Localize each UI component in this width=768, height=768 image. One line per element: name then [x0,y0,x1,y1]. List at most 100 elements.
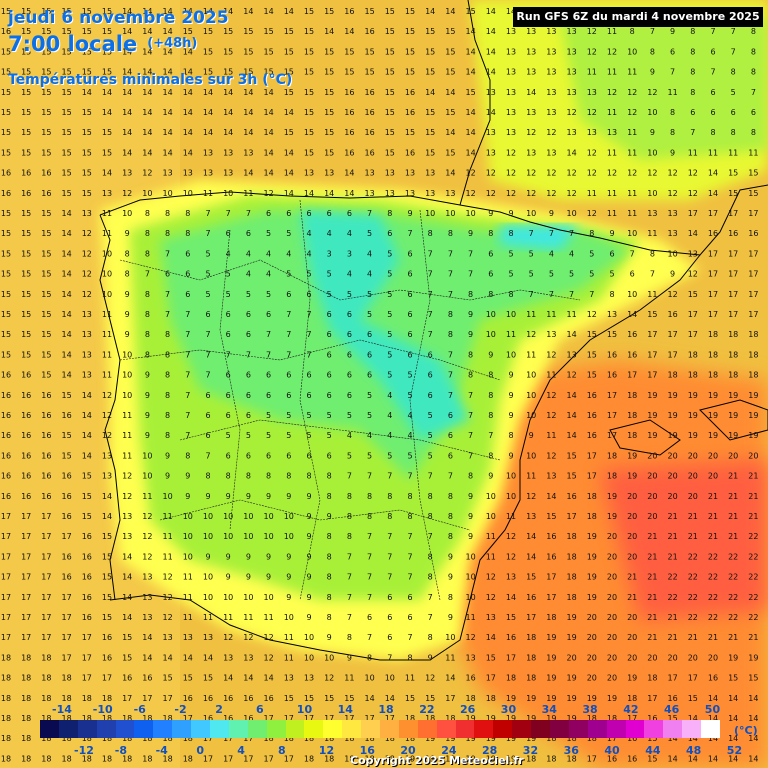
grid-value: 12 [466,169,476,178]
grid-value: 16 [102,633,112,642]
grid-value: 17 [486,674,496,683]
grid-value: 13 [526,27,536,36]
grid-value: 14 [62,209,72,218]
grid-value: 16 [344,148,354,157]
grid-value: 18 [344,734,354,743]
grid-value: 15 [21,128,31,137]
grid-value: 15 [41,209,51,218]
grid-value: 15 [405,68,415,77]
grid-value: 9 [508,451,513,460]
grid-value: 8 [165,350,170,359]
grid-value: 5 [508,249,513,258]
grid-value: 15 [1,249,11,258]
grid-value: 12 [506,148,516,157]
legend-swatch [380,720,400,738]
grid-value: 11 [163,512,173,521]
grid-value: 8 [468,350,473,359]
grid-value: 19 [748,411,758,420]
grid-value: 13 [122,169,132,178]
grid-value: 17 [728,209,738,218]
grid-value: 15 [587,330,597,339]
grid-value: 15 [41,350,51,359]
grid-value: 17 [445,694,455,703]
legend-top-label: 22 [419,703,435,716]
grid-value: 9 [286,573,291,582]
grid-value: 12 [102,411,112,420]
grid-value: 7 [367,472,372,481]
grid-value: 17 [102,674,112,683]
grid-value: 14 [526,552,536,561]
grid-value: 12 [142,169,152,178]
grid-value: 15 [344,68,354,77]
grid-value: 20 [607,573,617,582]
grid-value: 15 [82,68,92,77]
grid-value: 18 [142,734,152,743]
grid-value: 15 [62,189,72,198]
grid-value: 14 [82,431,92,440]
grid-value: 9 [165,451,170,460]
grid-value: 7 [286,350,291,359]
grid-value: 17 [668,330,678,339]
grid-value: 13 [526,512,536,521]
grid-value: 14 [243,7,253,16]
grid-value: 17 [385,714,395,723]
grid-value: 17 [587,472,597,481]
grid-value: 14 [748,754,758,763]
grid-value: 10 [183,512,193,521]
grid-value: 21 [668,552,678,561]
grid-value: 6 [367,350,372,359]
grid-value: 18 [385,754,395,763]
grid-value: 14 [142,68,152,77]
grid-value: 6 [286,451,291,460]
grid-value: 15 [1,148,11,157]
grid-value: 7 [751,88,756,97]
legend-top-label: 46 [664,703,680,716]
grid-value: 7 [185,431,190,440]
grid-value: 6 [407,613,412,622]
grid-value: 9 [448,573,453,582]
grid-value: 15 [425,27,435,36]
grid-value: 8 [428,552,433,561]
grid-value: 15 [203,47,213,56]
grid-value: 10 [486,492,496,501]
grid-value: 5 [609,270,614,279]
grid-value: 17 [1,573,11,582]
grid-value: 5 [226,431,231,440]
grid-value: 5 [589,249,594,258]
grid-value: 17 [142,694,152,703]
legend-swatch [153,720,173,738]
grid-value: 14 [183,88,193,97]
grid-value: 17 [284,754,294,763]
grid-value: 6 [670,47,675,56]
grid-value: 19 [688,431,698,440]
grid-value: 14 [243,128,253,137]
grid-value: 16 [365,108,375,117]
grid-value: 14 [486,108,496,117]
grid-value: 9 [508,371,513,380]
grid-value: 7 [387,552,392,561]
grid-value: 22 [728,573,738,582]
grid-value: 17 [264,754,274,763]
grid-value: 7 [286,310,291,319]
grid-value: 15 [748,674,758,683]
grid-value: 7 [165,249,170,258]
grid-value: 7 [670,68,675,77]
grid-value: 11 [526,472,536,481]
grid-value: 17 [607,391,617,400]
grid-value: 11 [122,451,132,460]
grid-value: 20 [587,613,597,622]
grid-value: 18 [41,714,51,723]
grid-value: 9 [428,653,433,662]
grid-value: 6 [306,209,311,218]
grid-value: 16 [405,108,415,117]
grid-value: 15 [365,47,375,56]
grid-value: 7 [266,330,271,339]
grid-value: 6 [407,310,412,319]
grid-value: 10 [183,532,193,541]
grid-value: 20 [647,472,657,481]
grid-value: 15 [163,674,173,683]
grid-value: 13 [506,47,516,56]
grid-value: 5 [226,270,231,279]
grid-value: 12 [587,310,597,319]
grid-value: 12 [627,88,637,97]
